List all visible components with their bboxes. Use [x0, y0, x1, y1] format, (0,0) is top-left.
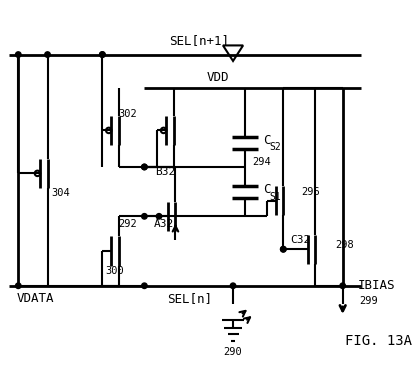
Circle shape — [156, 213, 162, 219]
Text: FIG. 13A: FIG. 13A — [345, 334, 412, 347]
Circle shape — [230, 283, 236, 289]
Text: 296: 296 — [301, 186, 320, 196]
Text: 290: 290 — [224, 347, 242, 357]
Circle shape — [340, 283, 345, 289]
Text: 294: 294 — [252, 157, 271, 167]
Text: SEL[n]: SEL[n] — [167, 292, 212, 305]
Text: SEL[n+1]: SEL[n+1] — [169, 34, 229, 47]
Text: 300: 300 — [106, 266, 125, 276]
Circle shape — [100, 52, 105, 57]
Circle shape — [15, 283, 21, 289]
Text: VDATA: VDATA — [16, 292, 54, 305]
Circle shape — [142, 283, 147, 289]
Text: C32: C32 — [291, 235, 311, 245]
Text: IBIAS: IBIAS — [358, 279, 396, 292]
Text: C: C — [263, 183, 271, 196]
Text: 298: 298 — [335, 240, 354, 250]
Circle shape — [100, 52, 105, 57]
Text: S1: S1 — [269, 192, 281, 202]
Text: 304: 304 — [51, 188, 70, 198]
Circle shape — [142, 164, 147, 170]
Circle shape — [15, 52, 21, 57]
Text: VDD: VDD — [206, 71, 229, 84]
Circle shape — [142, 164, 147, 170]
Text: 292: 292 — [118, 219, 137, 229]
Text: 302: 302 — [118, 109, 137, 119]
Text: 299: 299 — [359, 296, 378, 306]
Text: A32: A32 — [153, 219, 174, 229]
Text: B32: B32 — [156, 166, 176, 176]
Text: C: C — [263, 134, 271, 147]
Circle shape — [45, 52, 50, 57]
Circle shape — [281, 246, 286, 252]
Circle shape — [142, 213, 147, 219]
Text: S2: S2 — [269, 142, 281, 152]
Circle shape — [281, 246, 286, 252]
